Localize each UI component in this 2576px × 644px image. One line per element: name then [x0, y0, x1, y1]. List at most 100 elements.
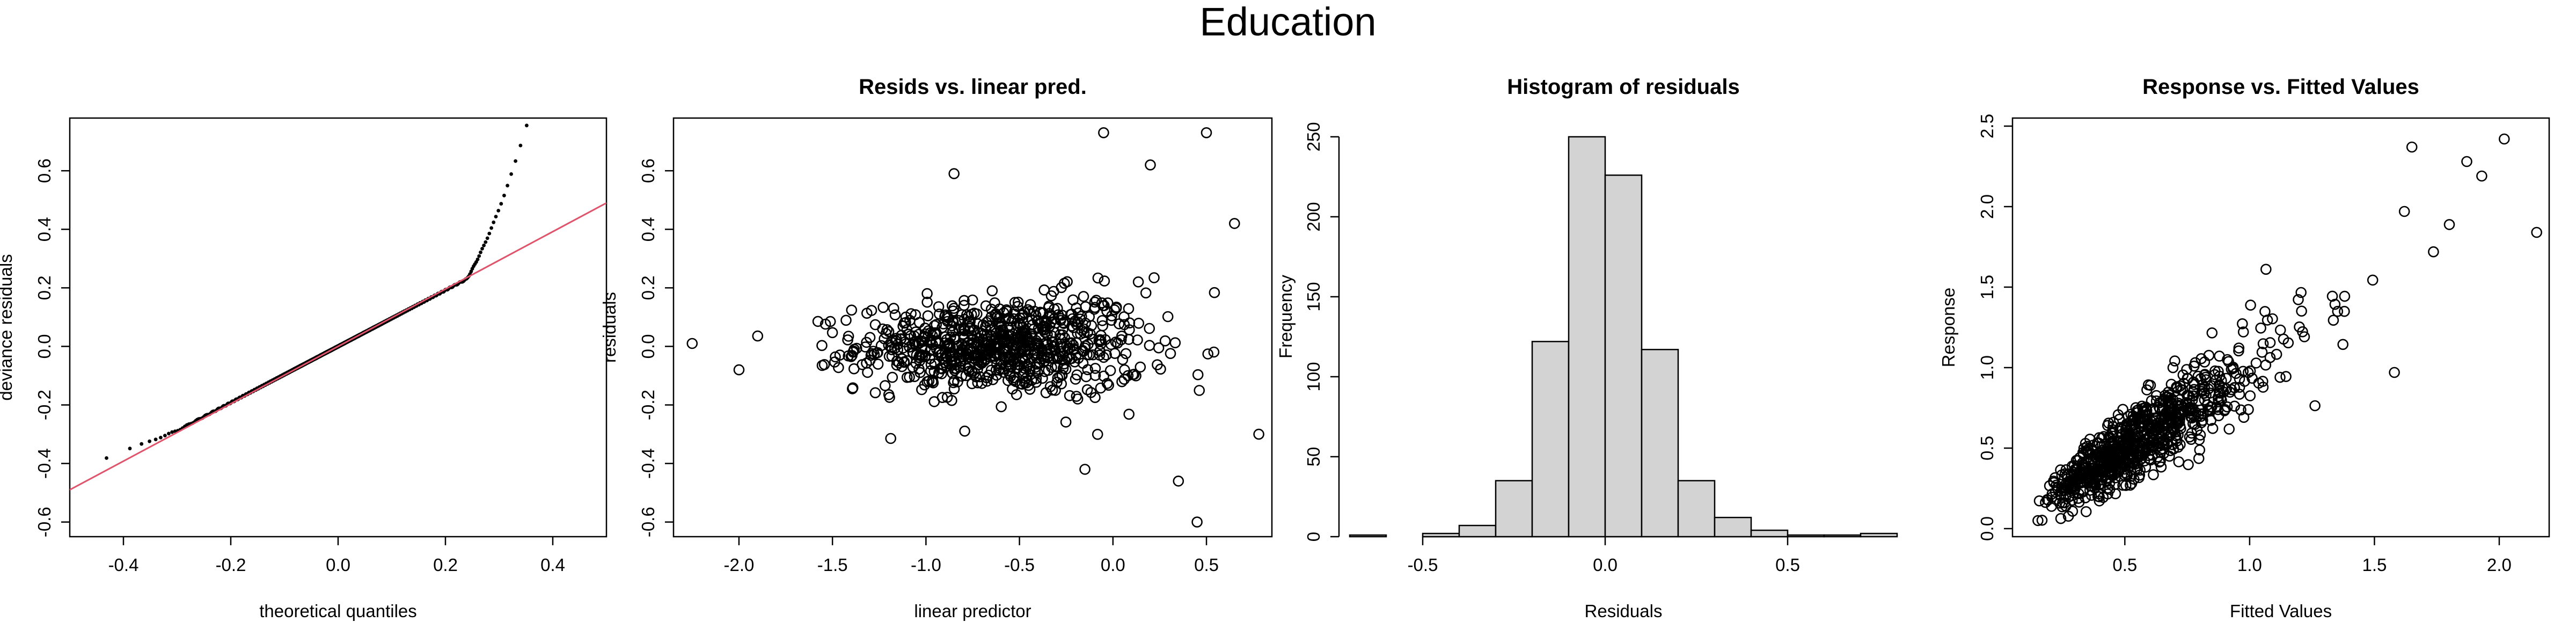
data-point — [2135, 422, 2147, 434]
data-point — [2264, 337, 2276, 348]
x-tick-label: -0.2 — [216, 555, 246, 575]
data-point — [2207, 422, 2219, 434]
data-point — [2184, 431, 2196, 443]
data-point — [2155, 461, 2167, 473]
data-point — [1030, 376, 1042, 388]
data-point — [2260, 264, 2272, 275]
data-point — [2209, 365, 2221, 377]
qq-point — [484, 240, 488, 244]
data-point — [1037, 307, 1049, 319]
data-point — [2110, 488, 2121, 500]
x-tick-label: 0.0 — [326, 555, 350, 575]
histogram-bar — [1495, 480, 1533, 538]
y-tick-label: 200 — [1304, 202, 1323, 231]
data-point — [2260, 359, 2272, 371]
plot-frame — [69, 117, 608, 538]
x-tick-label: -2.0 — [724, 555, 755, 575]
data-point — [929, 358, 941, 370]
data-point — [2036, 515, 2048, 526]
histogram-bar — [1714, 516, 1752, 538]
data-point — [998, 329, 1009, 341]
data-point — [2531, 226, 2543, 238]
qq-point — [170, 430, 174, 434]
data-point — [2057, 497, 2068, 509]
x-tick-label: 0.0 — [1593, 555, 1618, 575]
data-point — [926, 376, 938, 387]
data-point — [2101, 472, 2113, 484]
data-point — [974, 371, 986, 383]
data-point — [2120, 480, 2132, 491]
data-point — [885, 433, 896, 444]
data-point — [1062, 276, 1073, 288]
data-point — [1089, 370, 1101, 381]
data-point — [2060, 479, 2071, 491]
histogram-bar — [1422, 532, 1460, 538]
data-point — [949, 334, 961, 345]
qq-point — [496, 209, 501, 213]
data-point — [1115, 334, 1127, 346]
data-point — [2122, 445, 2133, 457]
data-point — [2337, 339, 2349, 350]
data-point — [2238, 376, 2250, 387]
data-point — [1016, 309, 1028, 321]
qq-point — [469, 269, 473, 274]
data-point — [1065, 337, 1077, 349]
data-point — [2097, 450, 2109, 462]
response-points — [2032, 133, 2543, 526]
data-point — [2461, 156, 2472, 167]
data-point — [2296, 305, 2307, 317]
data-point — [1145, 159, 1156, 171]
data-point — [1098, 352, 1109, 363]
x-tick-label: 1.0 — [2237, 555, 2262, 575]
data-point — [1041, 339, 1052, 351]
data-point — [2443, 219, 2455, 230]
data-point — [919, 332, 931, 343]
qq-point — [163, 434, 167, 437]
data-point — [1104, 365, 1116, 376]
y-axis-label: Frequency — [1276, 275, 1296, 358]
data-point — [2253, 377, 2265, 389]
data-point — [752, 330, 764, 342]
data-point — [1096, 297, 1108, 309]
data-point — [2233, 342, 2245, 354]
data-point — [2236, 318, 2248, 330]
data-point — [2157, 395, 2169, 406]
data-point — [2126, 478, 2138, 489]
data-point — [2332, 305, 2344, 317]
data-point — [2103, 418, 2114, 429]
y-tick-label: 0.2 — [34, 275, 54, 300]
data-point — [909, 330, 920, 342]
data-point — [1010, 348, 1021, 360]
qq-point — [533, 96, 537, 99]
y-tick-label: 0.4 — [638, 217, 658, 241]
data-point — [958, 295, 970, 306]
y-tick-label: 100 — [1304, 362, 1323, 391]
data-point — [1095, 335, 1107, 346]
data-point — [967, 294, 978, 306]
data-point — [914, 355, 925, 367]
data-point — [1024, 299, 1036, 310]
data-point — [830, 351, 841, 363]
data-point — [2274, 371, 2286, 383]
data-point — [1194, 385, 1205, 396]
data-point — [1135, 361, 1146, 373]
data-point — [928, 396, 940, 407]
data-point — [2110, 472, 2121, 484]
data-point — [966, 337, 978, 348]
data-point — [1026, 314, 1038, 326]
data-point — [2088, 467, 2099, 479]
data-point — [1116, 376, 1128, 387]
data-point — [866, 348, 877, 360]
plot-frame — [2011, 117, 2550, 538]
data-point — [2189, 379, 2200, 390]
qq-point — [128, 447, 132, 451]
data-point — [950, 358, 962, 370]
data-point — [953, 314, 964, 326]
data-point — [1140, 287, 1152, 299]
qq-point — [509, 172, 513, 176]
data-point — [1046, 362, 1057, 373]
data-point — [1003, 313, 1014, 325]
data-point — [2223, 423, 2235, 435]
data-point — [2127, 410, 2139, 422]
data-point — [1155, 363, 1166, 375]
